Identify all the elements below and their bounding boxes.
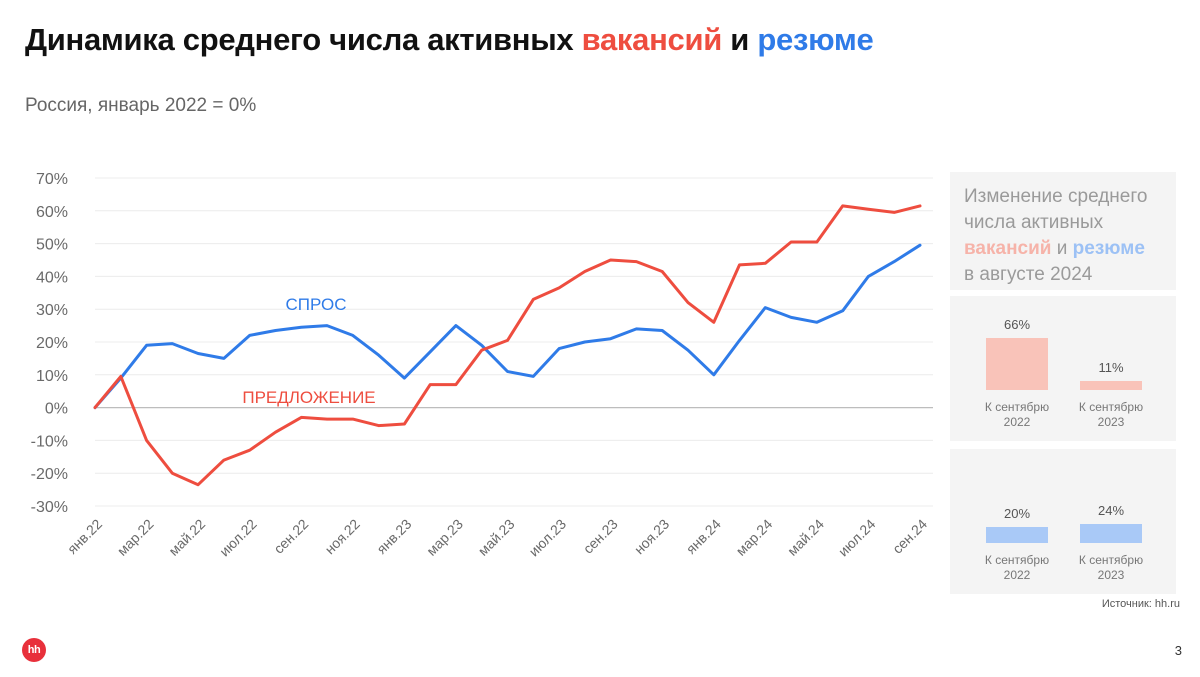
resumes-bar <box>986 527 1048 543</box>
y-tick-label: 70% <box>36 171 68 188</box>
side-heading-vacancies: вакансий <box>964 238 1052 259</box>
vacancies-bar-value: 11% <box>1098 360 1124 376</box>
vacancies-bar <box>1080 381 1142 390</box>
page-number: 3 <box>1174 643 1182 658</box>
x-tick-label: янв.22 <box>64 516 105 557</box>
demand-series-line <box>93 243 922 410</box>
resumes-change-panel: 20% К сентябрю 2022 24% К сентябрю 2023 <box>950 449 1176 594</box>
vacancies-bar-label: К сентябрю 2022 <box>984 400 1050 429</box>
side-heading-resumes: резюме <box>1072 238 1145 259</box>
y-tick-label: -30% <box>31 499 68 516</box>
resumes-bar-label: К сентябрю 2022 <box>984 553 1050 582</box>
y-tick-label: 30% <box>36 302 68 319</box>
x-tick-label: ноя.23 <box>631 516 673 558</box>
x-tick-label: сен.23 <box>580 516 621 557</box>
x-tick-label: май.22 <box>165 516 208 559</box>
title-prefix: Динамика среднего числа активных <box>25 22 574 57</box>
side-heading-line4: в августе 2024 <box>964 264 1093 285</box>
y-tick-label: -20% <box>31 466 68 483</box>
hh-logo: hh <box>22 638 46 662</box>
x-tick-label: май.24 <box>784 516 827 559</box>
x-tick-label: мар.23 <box>423 516 466 559</box>
x-tick-label: май.23 <box>475 516 518 559</box>
resumes-bar-label: К сентябрю 2023 <box>1078 553 1144 582</box>
x-tick-label: июл.23 <box>526 516 570 560</box>
title-resumes: резюме <box>757 22 874 57</box>
y-tick-label: 50% <box>36 237 68 254</box>
vacancies-change-panel: 66% К сентябрю 2022 11% К сентябрю 2023 <box>950 296 1176 441</box>
x-tick-label: сен.22 <box>270 516 311 557</box>
resumes-bar-value: 20% <box>1003 506 1031 522</box>
resumes-bar <box>1080 524 1142 543</box>
side-heading-line1: Изменение среднего <box>964 186 1148 207</box>
x-tick-label: июл.22 <box>216 516 260 560</box>
x-tick-label: сен.24 <box>889 516 930 557</box>
page-title: Динамика среднего числа активных ваканси… <box>25 22 874 58</box>
y-tick-label: 60% <box>36 204 68 221</box>
x-tick-label: янв.24 <box>683 516 724 557</box>
supply-series-line <box>93 204 922 487</box>
supply-series-label: ПРЕДЛОЖЕНИЕ <box>242 388 375 407</box>
side-heading-and: и <box>1056 238 1068 259</box>
resumes-bar-value: 24% <box>1097 503 1125 519</box>
y-tick-label: 40% <box>36 269 68 286</box>
source-note: Источник: hh.ru <box>1101 598 1180 610</box>
y-tick-label: -10% <box>31 433 68 450</box>
side-heading-line2: числа активных <box>964 212 1104 233</box>
side-panel-heading: Изменение среднего числа активных ваканс… <box>950 172 1176 290</box>
y-tick-label: 20% <box>36 335 68 352</box>
title-and: и <box>730 22 750 57</box>
vacancies-bar <box>986 338 1048 390</box>
vacancies-bar-value: 66% <box>1003 317 1031 332</box>
demand-series-label: СПРОС <box>286 295 347 314</box>
y-tick-label: 10% <box>36 368 68 385</box>
line-chart: 70%60%50%40%30%20%10%0%-10%-20%-30%янв.2… <box>31 171 933 560</box>
vacancies-bar-label: К сентябрю 2023 <box>1078 400 1144 429</box>
x-tick-label: июл.24 <box>835 516 879 560</box>
x-tick-label: янв.23 <box>373 516 414 557</box>
x-tick-label: мар.22 <box>114 516 157 559</box>
title-vacancies: вакансий <box>581 22 723 57</box>
y-tick-label: 0% <box>45 401 68 418</box>
x-tick-label: ноя.22 <box>322 516 364 558</box>
page-subtitle: Россия, январь 2022 = 0% <box>25 95 257 116</box>
x-tick-label: мар.24 <box>733 516 776 559</box>
